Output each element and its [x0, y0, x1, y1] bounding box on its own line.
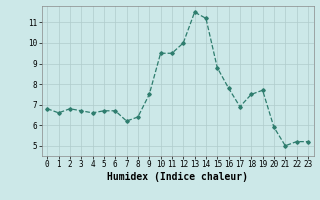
X-axis label: Humidex (Indice chaleur): Humidex (Indice chaleur): [107, 172, 248, 182]
